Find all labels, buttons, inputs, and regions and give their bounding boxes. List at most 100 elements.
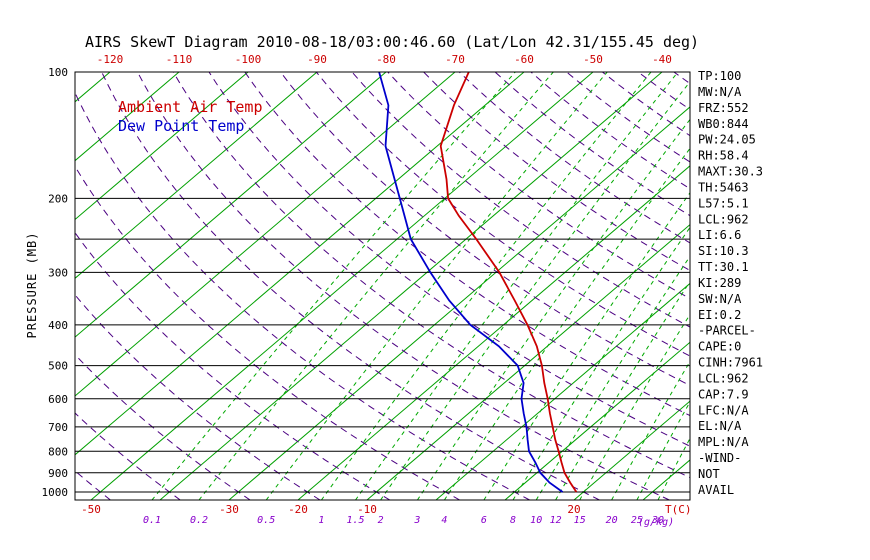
isotherm-line: [75, 72, 456, 397]
pressure-tick-label: 600: [48, 393, 68, 406]
mixing-ratio-label: 10: [530, 515, 542, 526]
stat-line: -WIND-: [698, 451, 741, 465]
stat-line: L57:5.1: [698, 196, 749, 210]
dry-adiabat-line: [315, 72, 690, 357]
pressure-tick-label: 400: [48, 319, 68, 332]
mixing-ratio-line: [555, 280, 690, 500]
isotherm-line: [297, 165, 690, 500]
plot-layers: [75, 72, 690, 500]
stat-line: LCL:962: [698, 212, 749, 226]
mixing-ratio-label: 6: [481, 515, 487, 526]
stat-line: EL:N/A: [698, 419, 742, 433]
mixing-ratio-label: 15: [574, 515, 586, 526]
chart-text-overlay: AIRS SkewT Diagram 2010-08-18/03:00:46.6…: [25, 33, 699, 528]
pressure-tick-label: 500: [48, 360, 68, 373]
pressure-tick-label: 200: [48, 192, 68, 205]
bottom-temp-label: -30: [219, 503, 239, 516]
mixing-ratio-line: [483, 191, 690, 500]
mixing-ratio-label: 1.5: [346, 515, 364, 526]
isotherm-lines: [75, 72, 690, 500]
stat-line: CINH:7961: [698, 356, 763, 370]
dry-adiabat-line: [75, 165, 460, 500]
legend-ambient-air-temp: Ambient Air Temp: [118, 98, 263, 116]
mixing-ratio-line: [265, 72, 608, 500]
mixing-ratio-label: 25: [631, 515, 643, 526]
isotherm-line: [75, 72, 249, 221]
mixing-ratio-label: 3: [413, 515, 420, 526]
mixing-ratio-label: 12: [550, 515, 562, 526]
isotherm-line: [228, 106, 690, 500]
top-temp-label: -50: [583, 53, 603, 66]
mixing-ratio-line: [320, 72, 652, 500]
isotherm-line: [75, 72, 387, 338]
stat-line: LCL:962: [698, 372, 749, 386]
dry-adiabat-line: [137, 72, 670, 500]
pressure-tick-label: 900: [48, 467, 68, 480]
top-temp-label: -120: [97, 53, 124, 66]
stat-line: KI:289: [698, 276, 741, 290]
stat-line: TH:5463: [698, 180, 749, 194]
mixing-ratio-line: [198, 72, 554, 500]
pressure-tick-label: 800: [48, 445, 68, 458]
mixing-ratio-label: 30: [651, 515, 664, 526]
isotherm-line: [75, 72, 318, 279]
isotherm-line: [642, 459, 690, 500]
stat-line: EI:0.2: [698, 308, 741, 322]
mixing-ratio-line: [151, 72, 516, 500]
stat-line: -PARCEL-: [698, 324, 756, 338]
mixing-ratio-label: 2: [378, 515, 384, 526]
top-temp-label: -60: [514, 53, 534, 66]
mixing-ratio-line: [443, 147, 690, 500]
isotherm-line: [75, 72, 111, 103]
stat-line: LI:6.6: [698, 228, 741, 242]
mixing-ratio-lines: [151, 72, 690, 500]
dry-adiabat-line: [172, 72, 690, 479]
bottom-temp-label: -10: [357, 503, 377, 516]
dry-adiabat-line: [75, 231, 391, 500]
stat-line: TT:30.1: [698, 260, 749, 274]
mixing-ratio-line: [636, 400, 690, 500]
dry-adiabat-line: [75, 470, 111, 500]
plot-frame: [74, 71, 691, 501]
isotherm-line: [573, 400, 690, 500]
stat-line: PW:24.05: [698, 133, 756, 147]
pressure-tick-label: 700: [48, 421, 68, 434]
mixing-ratio-label: 4: [441, 515, 447, 526]
top-temp-label: -70: [445, 53, 465, 66]
dry-adiabat-line: [208, 72, 690, 447]
mixing-ratio-label: 0.5: [257, 515, 275, 526]
dry-adiabat-line: [75, 91, 530, 500]
stat-line: SW:N/A: [698, 292, 742, 306]
stat-line: SI:10.3: [698, 244, 749, 258]
dry-adiabat-line: [75, 412, 181, 500]
isotherm-line: [75, 72, 180, 162]
mixing-ratio-line: [611, 360, 690, 500]
stat-line: FRZ:552: [698, 101, 749, 115]
isotherm-line: [435, 282, 690, 500]
stat-line: LFC:N/A: [698, 403, 749, 417]
dry-adiabat-line: [530, 72, 690, 190]
ambient-temp-curve: [439, 72, 578, 493]
bottom-temp-label: 20: [567, 503, 580, 516]
mixing-ratio-line: [512, 226, 690, 500]
mixing-ratio-line: [380, 81, 690, 500]
legend-dew-point-temp: Dew Point Temp: [118, 117, 244, 135]
stat-line: WB0:844: [698, 117, 749, 131]
stat-line: NOT: [698, 467, 720, 481]
top-temp-label: -110: [166, 53, 193, 66]
mixing-ratio-label: 1: [318, 515, 324, 526]
bottom-temp-label: -20: [288, 503, 308, 516]
top-temp-label: -90: [307, 53, 327, 66]
mixing-ratio-line: [535, 255, 690, 500]
bottom-temp-label: -50: [81, 503, 101, 516]
mixing-ratio-label: 0.1: [143, 515, 161, 526]
isotherm-line: [90, 72, 594, 500]
axis-labels: 100 200 300 400 500 600 700 800 900 1000 -120 -110 -…: [42, 53, 672, 526]
stat-line: CAPE:0: [698, 340, 741, 354]
temp-unit-label: T(C): [665, 503, 692, 516]
pressure-axis-label: PRESSURE (MB): [25, 232, 39, 339]
dry-adiabat-lines: [75, 72, 690, 500]
dry-adiabat-line: [280, 72, 690, 387]
